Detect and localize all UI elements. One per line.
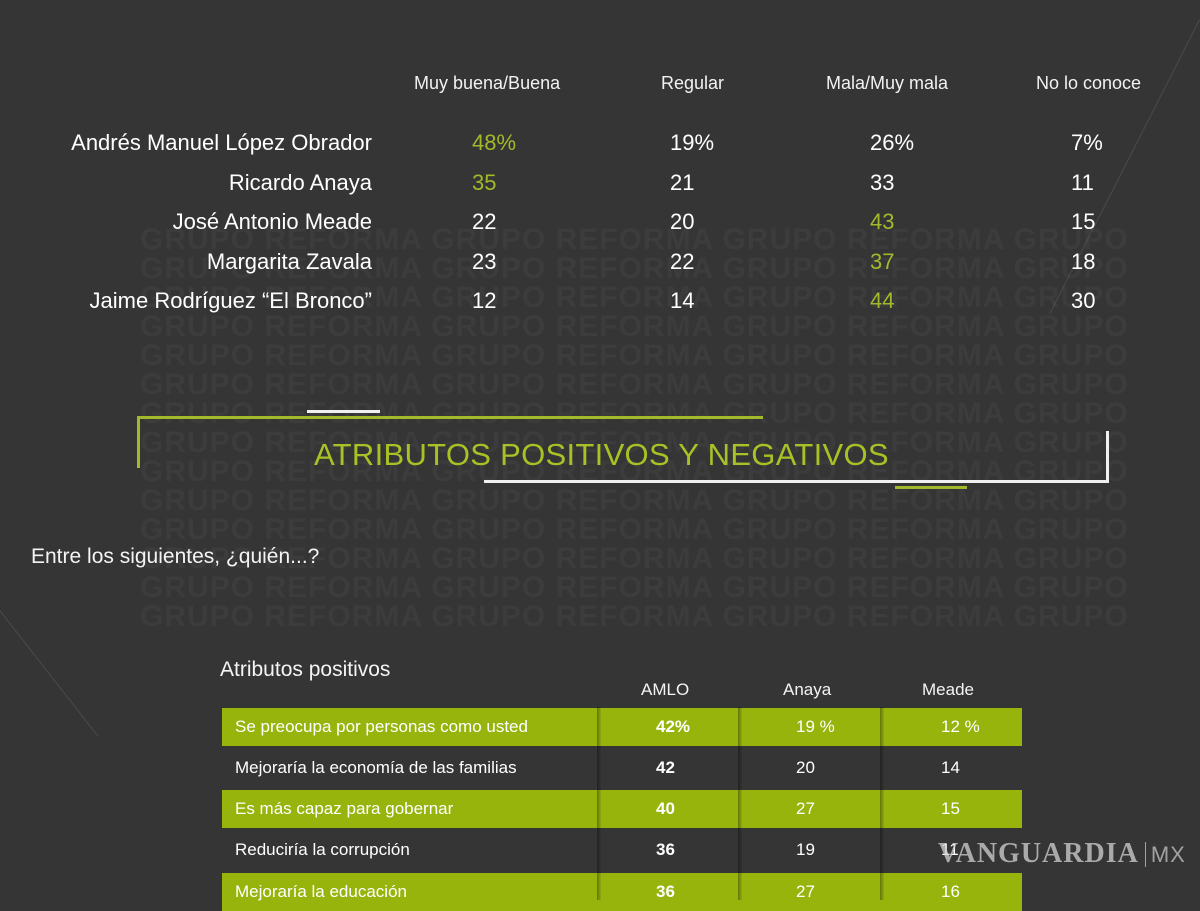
column-separator	[738, 707, 742, 900]
attribute-label: Reduciría la corrupción	[235, 840, 410, 859]
attribute-label: Se preocupa por personas como usted	[235, 717, 528, 736]
column-header: Meade	[922, 680, 974, 699]
column-separator	[880, 707, 884, 900]
table-title: Atributos positivos	[220, 658, 391, 681]
cell-value: 18	[1071, 249, 1096, 274]
cell-value: 23	[472, 249, 497, 274]
cell-value: 12	[472, 288, 497, 313]
cell-value: 20	[670, 209, 695, 234]
cell-value: 27	[796, 799, 815, 818]
cell-value: 15	[1071, 209, 1096, 234]
column-header: Mala/Muy mala	[826, 73, 949, 93]
cell-value: 11	[1071, 170, 1094, 195]
table-row: José Antonio Meade 22 20 43 15	[0, 209, 1200, 245]
cell-value: 16	[941, 882, 960, 901]
cell-value: 14	[670, 288, 695, 313]
cell-value: 7%	[1071, 130, 1103, 155]
cell-value: 19 %	[796, 717, 835, 736]
table-row: Reduciría la corrupción 36 19 11	[222, 831, 1022, 869]
table-row: Andrés Manuel López Obrador 48% 19% 26% …	[0, 130, 1200, 166]
table-row: Se preocupa por personas como usted 42% …	[222, 708, 1022, 746]
table-row: Margarita Zavala 23 22 37 18	[0, 249, 1200, 285]
decorative-diagonal-line	[0, 610, 99, 737]
cell-value: 19	[796, 840, 815, 859]
candidate-name: Margarita Zavala	[206, 249, 372, 274]
cell-value: 42	[656, 758, 675, 777]
cell-value: 48%	[472, 130, 517, 155]
frame-accent-green	[895, 486, 967, 489]
cell-value: 21	[670, 170, 695, 195]
cell-value: 43	[870, 209, 895, 234]
column-header: AMLO	[641, 680, 690, 699]
frame-accent-white	[307, 410, 380, 413]
candidate-name: Andrés Manuel López Obrador	[71, 130, 372, 155]
cell-value: 42%	[656, 717, 691, 736]
cell-value: 40	[656, 799, 675, 818]
cell-value: 30	[1071, 288, 1096, 313]
column-header: No lo conoce	[1036, 73, 1142, 93]
cell-value: 44	[870, 288, 895, 313]
table-row: Mejoraría la economía de las familias 42…	[222, 749, 1022, 787]
cell-value: 35	[472, 170, 497, 195]
cell-value: 36	[656, 882, 675, 901]
cell-value: 12 %	[941, 717, 980, 736]
candidate-name: Jaime Rodríguez “El Bronco”	[89, 288, 372, 313]
frame-top-green	[137, 416, 763, 419]
cell-value: 37	[870, 249, 895, 274]
cell-value: 15	[941, 799, 960, 818]
cell-value: 11	[941, 840, 959, 859]
cell-value: 36	[656, 840, 675, 859]
candidate-name: José Antonio Meade	[172, 209, 372, 234]
column-header: Anaya	[783, 680, 832, 699]
cell-value: 20	[796, 758, 815, 777]
frame-left-green	[137, 416, 140, 468]
cell-value: 26%	[870, 130, 915, 155]
cell-value: 14	[941, 758, 960, 777]
table-row: Ricardo Anaya 35 21 33 11	[0, 170, 1200, 206]
section-title: ATRIBUTOS POSITIVOS Y NEGATIVOS	[314, 437, 889, 472]
question-text: Entre los siguientes, ¿quién...?	[31, 545, 320, 568]
table-row: Jaime Rodríguez “El Bronco” 12 14 44 30	[0, 288, 1200, 324]
cell-value: 22	[472, 209, 497, 234]
column-header: Muy buena/Buena	[414, 73, 561, 93]
attribute-label: Es más capaz para gobernar	[235, 799, 454, 818]
vanguardia-logo: VANGUARDIA MX	[938, 838, 1186, 870]
column-header: Regular	[661, 73, 725, 93]
cell-value: 19%	[670, 130, 715, 155]
table-row: Es más capaz para gobernar 40 27 15	[222, 790, 1022, 828]
logo-text: VANGUARDIA	[938, 838, 1139, 869]
frame-right-white	[1106, 431, 1109, 483]
attribute-label: Mejoraría la economía de las familias	[235, 758, 517, 777]
logo-suffix: MX	[1144, 842, 1186, 867]
attribute-label: Mejoraría la educación	[235, 882, 407, 901]
cell-value: 22	[670, 249, 695, 274]
table-row: Mejoraría la educación 36 27 16	[222, 873, 1022, 911]
candidate-name: Ricardo Anaya	[228, 170, 372, 195]
cell-value: 33	[870, 170, 895, 195]
frame-bottom-white	[484, 480, 1109, 483]
column-separator	[597, 707, 601, 900]
cell-value: 27	[796, 882, 815, 901]
